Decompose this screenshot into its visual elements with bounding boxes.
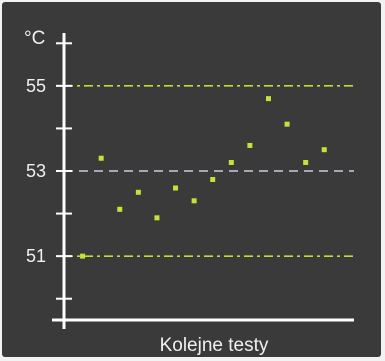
data-point [303,159,309,165]
y-tick-label-51: 51 [26,246,46,266]
y-axis-unit-label: °C [24,28,45,49]
data-point [173,185,179,191]
axes [52,33,354,329]
chart-panel: 51 53 55 °C Kolejne testy [2,2,381,357]
data-point [228,159,234,165]
y-tick-label-55: 55 [26,76,46,96]
y-tick-label-53: 53 [26,161,46,181]
y-tick-labels: 51 53 55 [26,76,46,266]
scatter-chart: 51 53 55 °C Kolejne testy [24,28,354,356]
data-point [135,189,141,195]
data-point [117,206,123,212]
data-point [284,121,290,127]
data-point [247,142,253,148]
data-point [154,215,160,221]
data-point [321,147,327,153]
data-point [191,198,197,204]
data-point [80,253,86,259]
data-point [265,96,271,102]
data-point [210,177,216,183]
x-axis-label: Kolejne testy [160,335,269,356]
data-points [80,96,327,259]
data-point [98,155,104,161]
reference-lines [64,85,354,257]
y-ticks [56,42,72,300]
